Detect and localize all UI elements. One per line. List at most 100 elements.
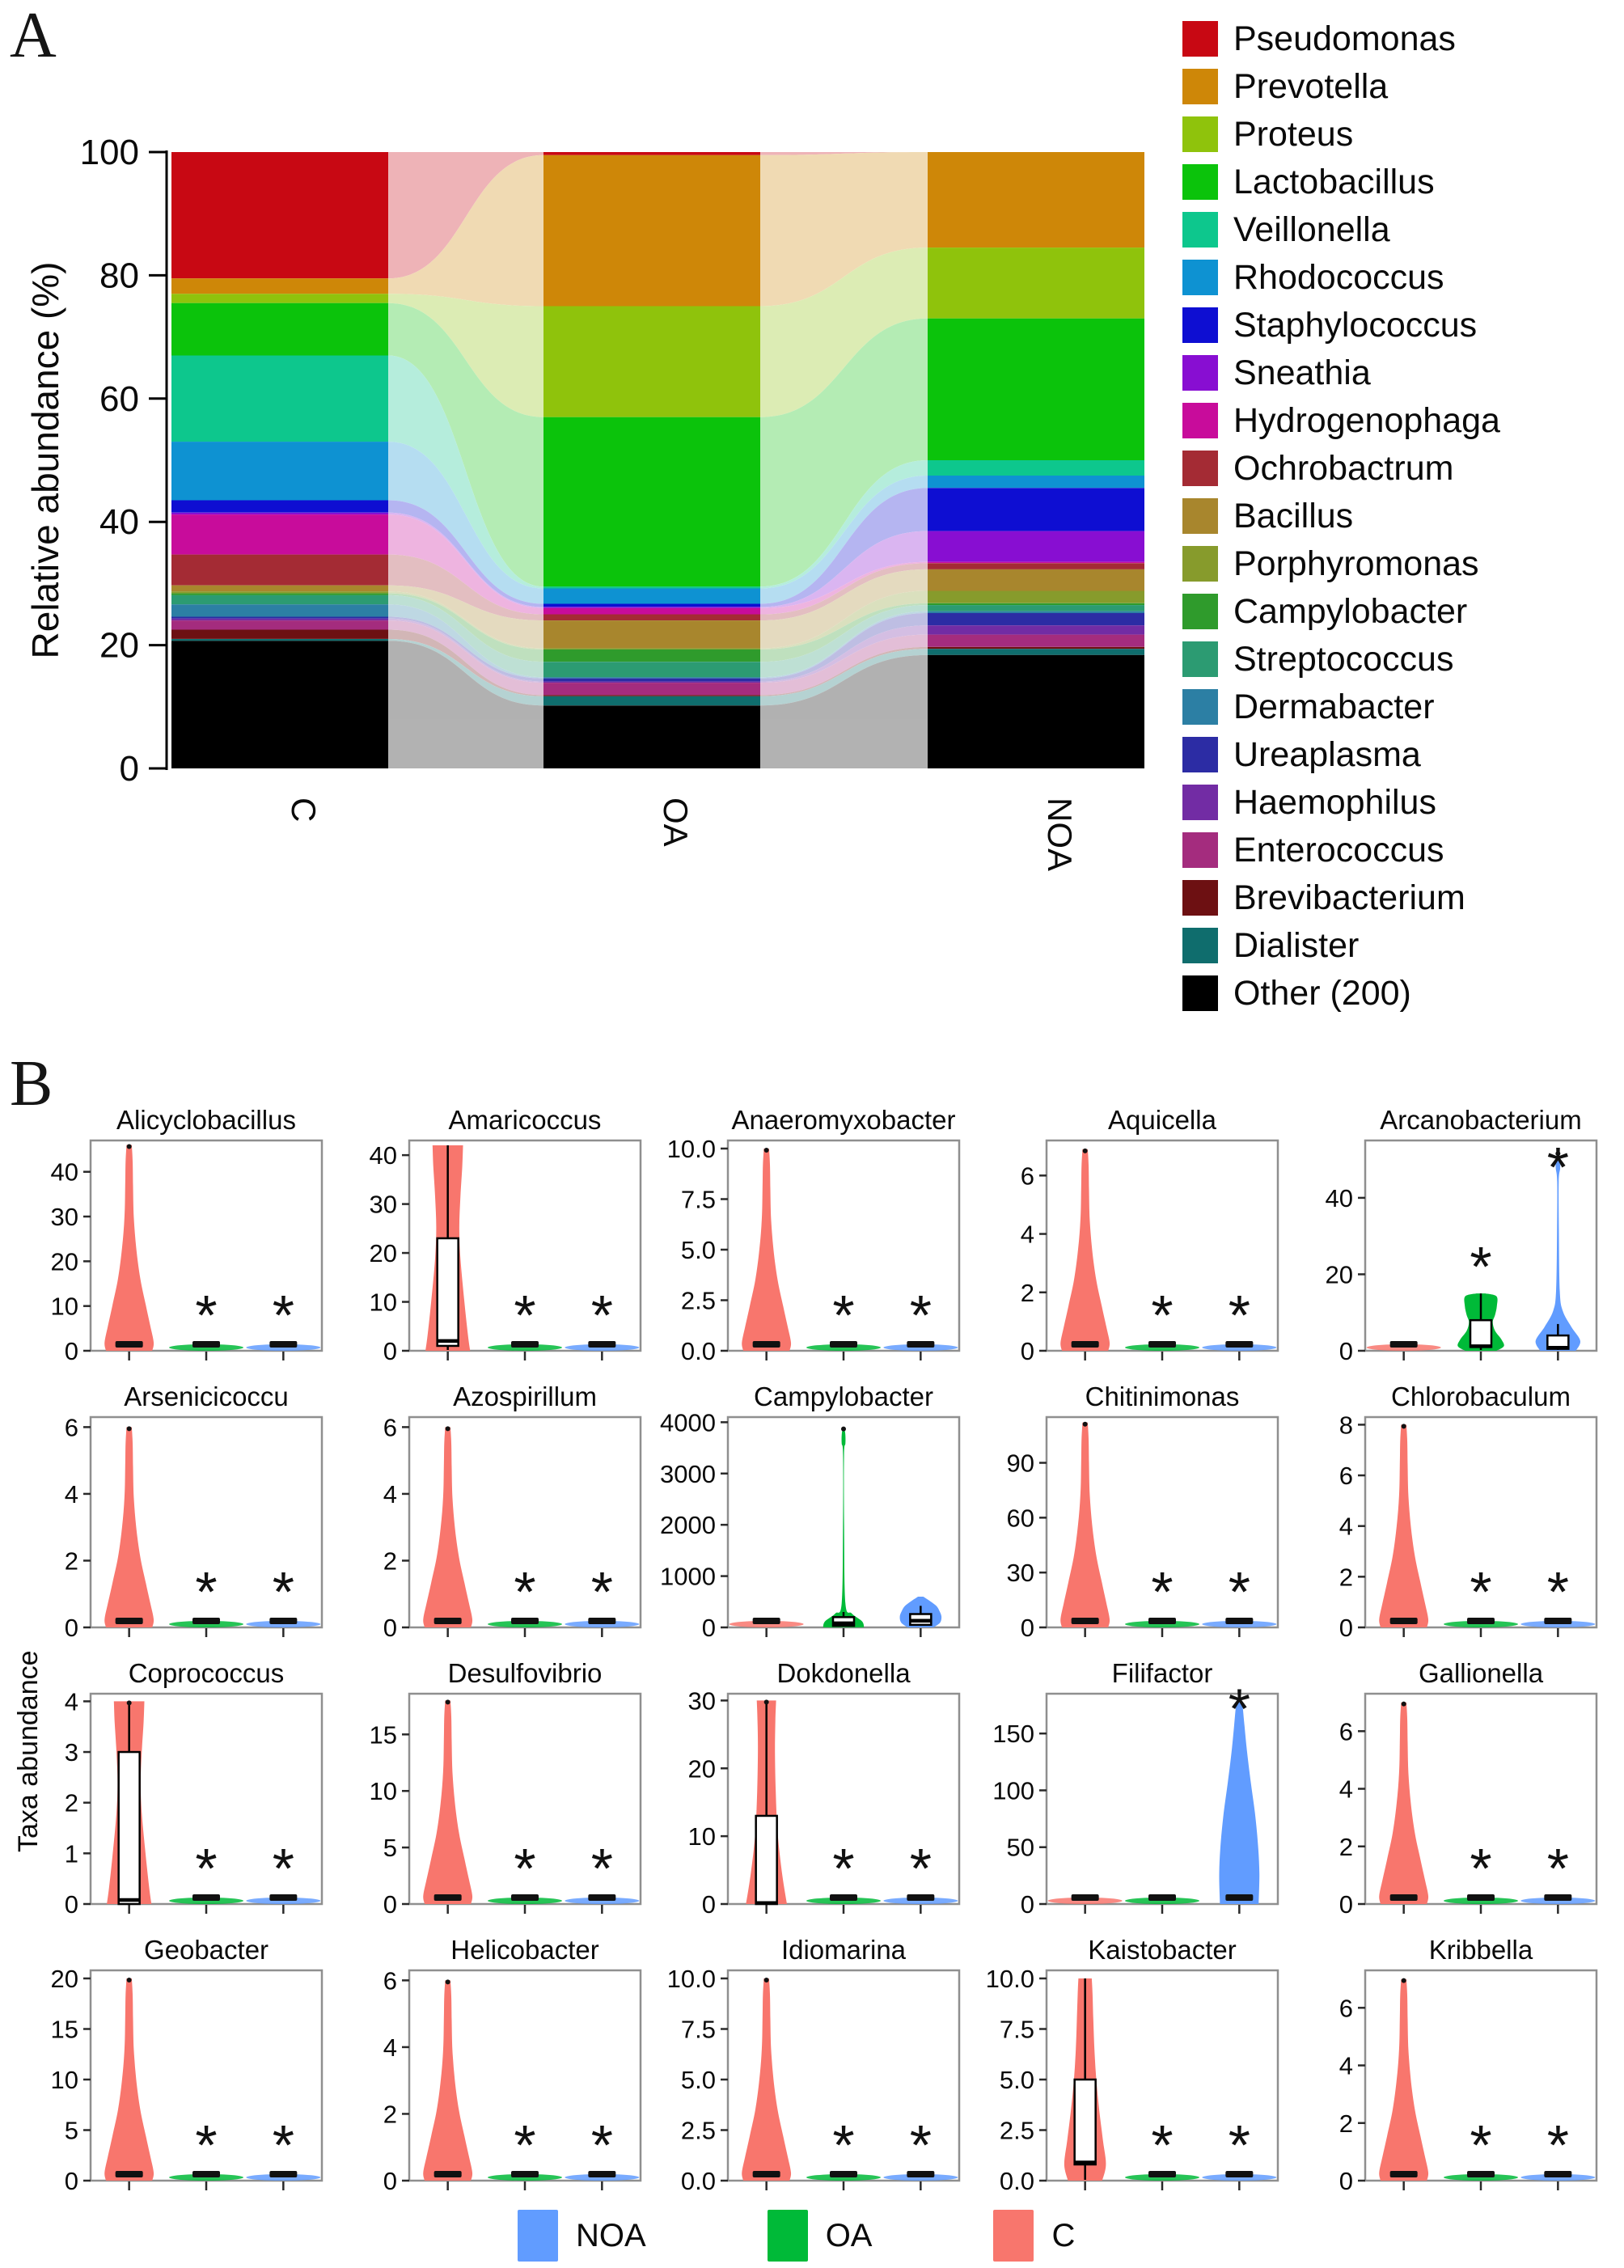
legend-item: Haemophilus bbox=[1182, 783, 1500, 822]
significance-asterisk: * bbox=[514, 1837, 535, 1900]
bar-label-OA: OA bbox=[657, 798, 695, 847]
significance-asterisk: * bbox=[1229, 2114, 1250, 2177]
legend-swatch bbox=[1182, 928, 1218, 963]
median-bar bbox=[269, 1341, 298, 1348]
legend-label: Dialister bbox=[1233, 925, 1360, 965]
panel-a-label: A bbox=[10, 0, 57, 71]
bar-segment bbox=[928, 248, 1144, 319]
y-tick-label: 15 bbox=[51, 2016, 78, 2044]
significance-asterisk: * bbox=[1470, 2114, 1491, 2177]
y-tick-label: 20 bbox=[688, 1754, 716, 1783]
median-bar bbox=[433, 1618, 462, 1624]
bar-segment bbox=[928, 625, 1144, 635]
bar-segment bbox=[543, 154, 760, 307]
median-bar bbox=[1544, 1894, 1572, 1901]
median-bar bbox=[907, 1341, 935, 1348]
violin-NOA: * bbox=[565, 1284, 640, 1351]
bar-segment bbox=[928, 611, 1144, 613]
median-bar bbox=[1225, 1894, 1254, 1901]
violin-NOA: * bbox=[246, 1284, 321, 1351]
boxplot bbox=[1073, 2078, 1097, 2166]
y-tick-label: 4 bbox=[383, 2033, 397, 2062]
legend-swatch bbox=[1182, 498, 1218, 534]
violin-OA: * bbox=[1444, 2114, 1518, 2181]
flow-ribbon bbox=[388, 152, 543, 279]
subplot-title: Filifactor bbox=[1112, 1658, 1213, 1688]
bar-segment bbox=[171, 593, 388, 595]
significance-asterisk: * bbox=[591, 1837, 613, 1900]
violin-OA: * bbox=[1457, 1235, 1504, 1351]
bar-segment bbox=[543, 586, 760, 589]
y-tick-label: 10.0 bbox=[986, 1965, 1034, 1993]
violin-NOA: * bbox=[1202, 1284, 1277, 1351]
subplot-title: Alicyclobacillus bbox=[116, 1105, 296, 1135]
bar-segment bbox=[543, 649, 760, 662]
violin-subplot-Arcanobacterium: Arcanobacterium 0 20 40 * * bbox=[1326, 1105, 1598, 1365]
significance-asterisk: * bbox=[514, 1284, 535, 1347]
median-bar bbox=[1467, 1894, 1495, 1901]
flow-ribbon bbox=[760, 646, 928, 696]
bar-segment bbox=[543, 614, 760, 621]
flow-ribbon bbox=[388, 154, 543, 307]
subplot-title: Kribbella bbox=[1429, 1935, 1533, 1965]
bar-segment bbox=[171, 294, 388, 303]
median-bar bbox=[511, 1341, 539, 1348]
y-tick-label: 20 bbox=[99, 626, 139, 666]
median-bar bbox=[433, 2171, 462, 2177]
flow-ribbon bbox=[760, 569, 928, 649]
y-tick-label: 10 bbox=[370, 1288, 397, 1317]
median-bar bbox=[1148, 1341, 1176, 1348]
significance-asterisk: * bbox=[1470, 1235, 1491, 1298]
y-tick-label: 5.0 bbox=[681, 1236, 716, 1264]
violin-subplot-Helicobacter: Helicobacter 0 2 4 6 * * bbox=[383, 1935, 642, 2195]
y-tick-label: 4 bbox=[383, 1480, 397, 1508]
y-tick-label: 2 bbox=[1021, 1279, 1034, 1307]
violin-C bbox=[423, 1699, 473, 1904]
subplot-title: Kaistobacter bbox=[1088, 1935, 1236, 1965]
median-bar bbox=[830, 1341, 857, 1348]
panel-a-alluvial-chart: 0 20 40 60 80 100 Relative abundance (%) C OA NOA bbox=[0, 0, 1173, 1076]
y-tick-label: 2.5 bbox=[681, 1287, 716, 1315]
flow-ribbon bbox=[760, 152, 928, 155]
flow-ribbon bbox=[760, 634, 928, 696]
flow-ribbon bbox=[388, 303, 543, 587]
violin-OA bbox=[1125, 1894, 1199, 1904]
flow-ribbon bbox=[760, 605, 928, 678]
y-tick-label: 1 bbox=[65, 1839, 78, 1868]
bar-segment bbox=[543, 152, 760, 155]
y-tick-label: 60 bbox=[99, 379, 139, 419]
significance-asterisk: * bbox=[1547, 1837, 1569, 1900]
legend-label: Staphylococcus bbox=[1233, 305, 1478, 345]
bar-segment bbox=[543, 648, 760, 650]
median-bar bbox=[511, 2171, 539, 2177]
significance-asterisk: * bbox=[273, 1837, 294, 1900]
flow-ribbon bbox=[388, 593, 543, 662]
legend-label: Proteus bbox=[1233, 114, 1354, 154]
violin-subplot-Chlorobaculum: Chlorobaculum 0 2 4 6 8 * * bbox=[1339, 1382, 1598, 1642]
median-bar bbox=[269, 1894, 298, 1901]
violin-NOA: * bbox=[1202, 1560, 1277, 1627]
bar-segment bbox=[543, 677, 760, 679]
legend-item: Bacillus bbox=[1182, 497, 1500, 535]
violin-subplot-Dokdonella: Dokdonella 0 10 20 30 * * bbox=[688, 1658, 961, 1919]
flow-ribbon bbox=[388, 639, 543, 706]
y-tick-label: 6 bbox=[383, 1966, 397, 1995]
bar-segment bbox=[543, 695, 760, 696]
violin-OA: * bbox=[169, 2114, 243, 2181]
significance-asterisk: * bbox=[910, 1837, 932, 1900]
violin-NOA: * bbox=[883, 1284, 958, 1351]
violin-shape bbox=[104, 1145, 154, 1351]
violin-C bbox=[742, 1978, 792, 2181]
violin-OA: * bbox=[1125, 2114, 1199, 2181]
median-bar bbox=[1148, 1894, 1176, 1901]
bar-segment bbox=[171, 355, 388, 442]
median-bar bbox=[1467, 1618, 1495, 1624]
violin-C bbox=[423, 1426, 473, 1627]
median-bar bbox=[115, 1341, 143, 1348]
violin-C bbox=[1060, 1421, 1110, 1627]
bar-segment bbox=[171, 618, 388, 621]
legend-item: Ochrobactrum bbox=[1182, 449, 1500, 488]
bar-segment bbox=[171, 585, 388, 592]
legend-label: Ureaplasma bbox=[1233, 734, 1421, 774]
